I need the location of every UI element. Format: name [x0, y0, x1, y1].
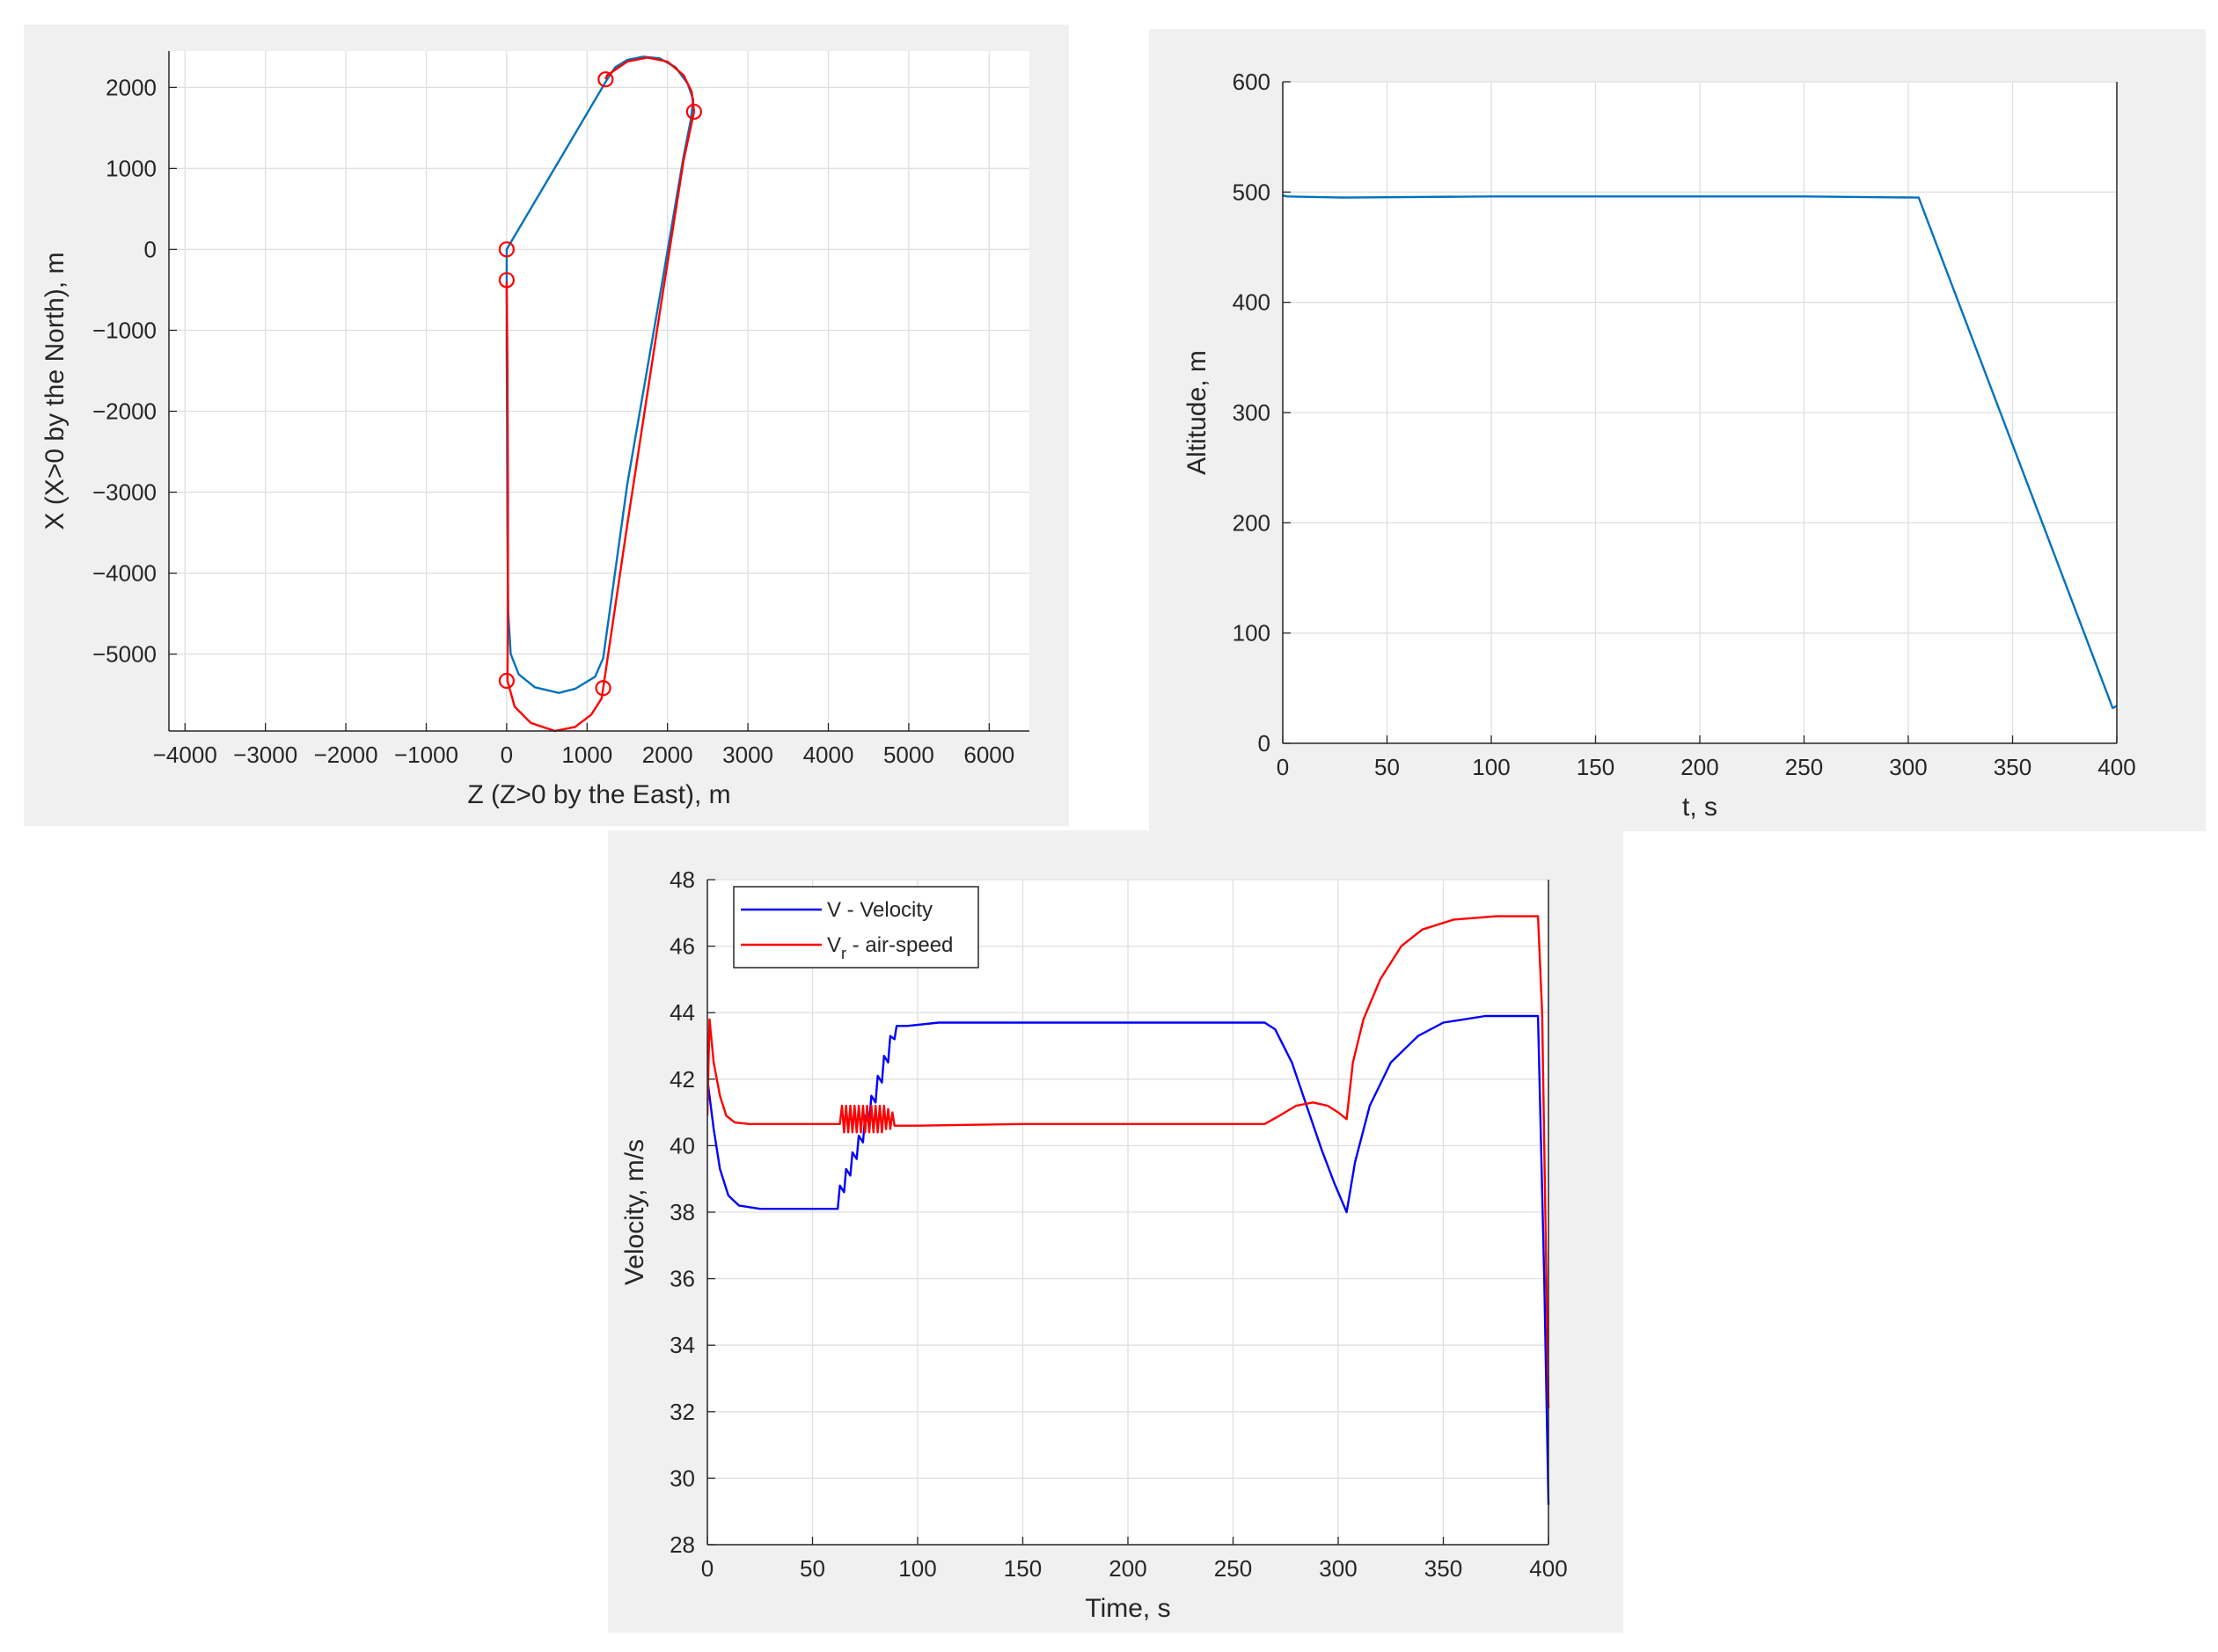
series-line-0 — [1283, 194, 2118, 710]
y-tick-label: −4000 — [92, 560, 157, 587]
y-tick-label: 0 — [144, 236, 157, 262]
series-line-0 — [505, 55, 695, 694]
velocity-chart-canvas: 0 50 100 150 200 250 300 350 400 28 30 32 34 36 38 40 42… — [620, 866, 1568, 1623]
y-tick-label: 1000 — [106, 155, 157, 181]
x-tick-label: 100 — [898, 1555, 936, 1582]
y-tick-label: 2000 — [106, 74, 157, 100]
x-tick-label: −4000 — [153, 742, 217, 768]
x-tick-label: 50 — [800, 1555, 825, 1582]
x-tick-label: 350 — [1994, 754, 2031, 780]
y-axis-label: Velocity, m/s — [620, 1139, 649, 1285]
data-point-marker — [597, 71, 614, 88]
x-tick-label: 4000 — [803, 742, 854, 768]
y-tick-label: 0 — [1258, 730, 1270, 757]
y-tick-label: 28 — [670, 1531, 695, 1558]
x-tick-label: 300 — [1319, 1555, 1357, 1582]
y-tick-label: 400 — [1233, 289, 1270, 316]
y-tick-label: 42 — [670, 1066, 695, 1093]
x-tick-label: 100 — [1472, 754, 1510, 780]
legend-label-0: V - Velocity — [827, 898, 933, 922]
legend-box — [733, 886, 979, 969]
y-tick-label: 48 — [670, 866, 695, 893]
legend-label-1: Vr - air-speed — [827, 933, 953, 962]
series-line-1 — [505, 56, 696, 733]
y-tick-label: −3000 — [92, 479, 157, 506]
x-tick-label: 6000 — [963, 742, 1014, 768]
x-tick-label: 1000 — [561, 742, 612, 768]
y-tick-label: 500 — [1233, 179, 1270, 205]
y-tick-label: 40 — [670, 1132, 695, 1159]
data-point-marker — [498, 272, 515, 289]
y-tick-label: −1000 — [92, 317, 157, 343]
y-tick-label: 36 — [670, 1266, 695, 1292]
x-tick-label: −1000 — [394, 742, 458, 768]
plot-area — [169, 51, 1029, 731]
x-tick-label: 150 — [1004, 1555, 1042, 1582]
x-axis-label: Time, s — [1085, 1594, 1170, 1623]
data-point-marker — [685, 103, 702, 121]
y-axis-label: Altitude, m — [1182, 350, 1211, 475]
x-tick-label: 0 — [1277, 754, 1289, 780]
legend: V - Velocity Vr - air-speed — [733, 886, 979, 969]
y-tick-label: −2000 — [92, 398, 157, 425]
x-tick-label: 2000 — [642, 742, 693, 768]
x-tick-label: 200 — [1680, 754, 1718, 780]
y-tick-label: 32 — [670, 1399, 695, 1425]
y-tick-label: 34 — [670, 1332, 695, 1358]
series-line-0 — [707, 1014, 1550, 1505]
x-axis-label: t, s — [1682, 793, 1717, 822]
velocity-chart: 0 50 100 150 200 250 300 350 400 28 30 32 34 36 38 40 42… — [608, 830, 1623, 1633]
y-tick-label: 200 — [1233, 509, 1270, 536]
y-tick-label: 300 — [1233, 399, 1270, 426]
x-tick-label: 250 — [1214, 1555, 1252, 1582]
x-tick-label: 350 — [1424, 1555, 1462, 1582]
x-tick-label: 50 — [1374, 754, 1400, 780]
x-tick-label: 400 — [2097, 754, 2135, 780]
x-tick-label: 200 — [1109, 1555, 1146, 1582]
x-tick-label: −3000 — [233, 742, 297, 768]
x-tick-label: 400 — [1529, 1555, 1567, 1582]
x-tick-label: 150 — [1577, 754, 1614, 780]
y-tick-label: 38 — [670, 1199, 695, 1225]
altitude-chart-canvas: 0 50 100 150 200 250 300 350 400 0 100 200 300 400 500… — [1182, 69, 2136, 822]
x-axis-label: Z (Z>0 by the East), m — [467, 780, 730, 809]
y-tick-label: −5000 — [92, 641, 157, 668]
x-tick-label: 300 — [1889, 754, 1927, 780]
data-point-marker — [595, 680, 611, 697]
x-tick-label: 0 — [501, 742, 513, 768]
altitude-chart: 0 50 100 150 200 250 300 350 400 0 100 200 300 400 500… — [1149, 29, 2206, 831]
data-point-marker — [498, 241, 515, 258]
trajectory-chart-canvas: −4000 −3000 −2000 −1000 0 1000 2000 3000 4000 500… — [40, 51, 1029, 809]
trajectory-chart: −4000 −3000 −2000 −1000 0 1000 2000 3000 4000 500… — [24, 25, 1069, 826]
x-tick-label: 0 — [701, 1555, 714, 1582]
x-tick-label: 3000 — [722, 742, 773, 768]
x-tick-label: 5000 — [883, 742, 934, 768]
y-tick-label: 30 — [670, 1465, 695, 1491]
y-tick-label: 600 — [1233, 69, 1270, 95]
x-tick-label: 250 — [1785, 754, 1823, 780]
y-tick-label: 44 — [670, 999, 695, 1026]
y-tick-label: 100 — [1233, 620, 1270, 647]
series-line-1 — [707, 915, 1550, 1409]
x-tick-label: −2000 — [314, 742, 378, 768]
data-point-marker — [498, 672, 515, 690]
y-tick-label: 46 — [670, 933, 695, 960]
y-axis-label: X (X>0 by the North), m — [40, 252, 70, 530]
